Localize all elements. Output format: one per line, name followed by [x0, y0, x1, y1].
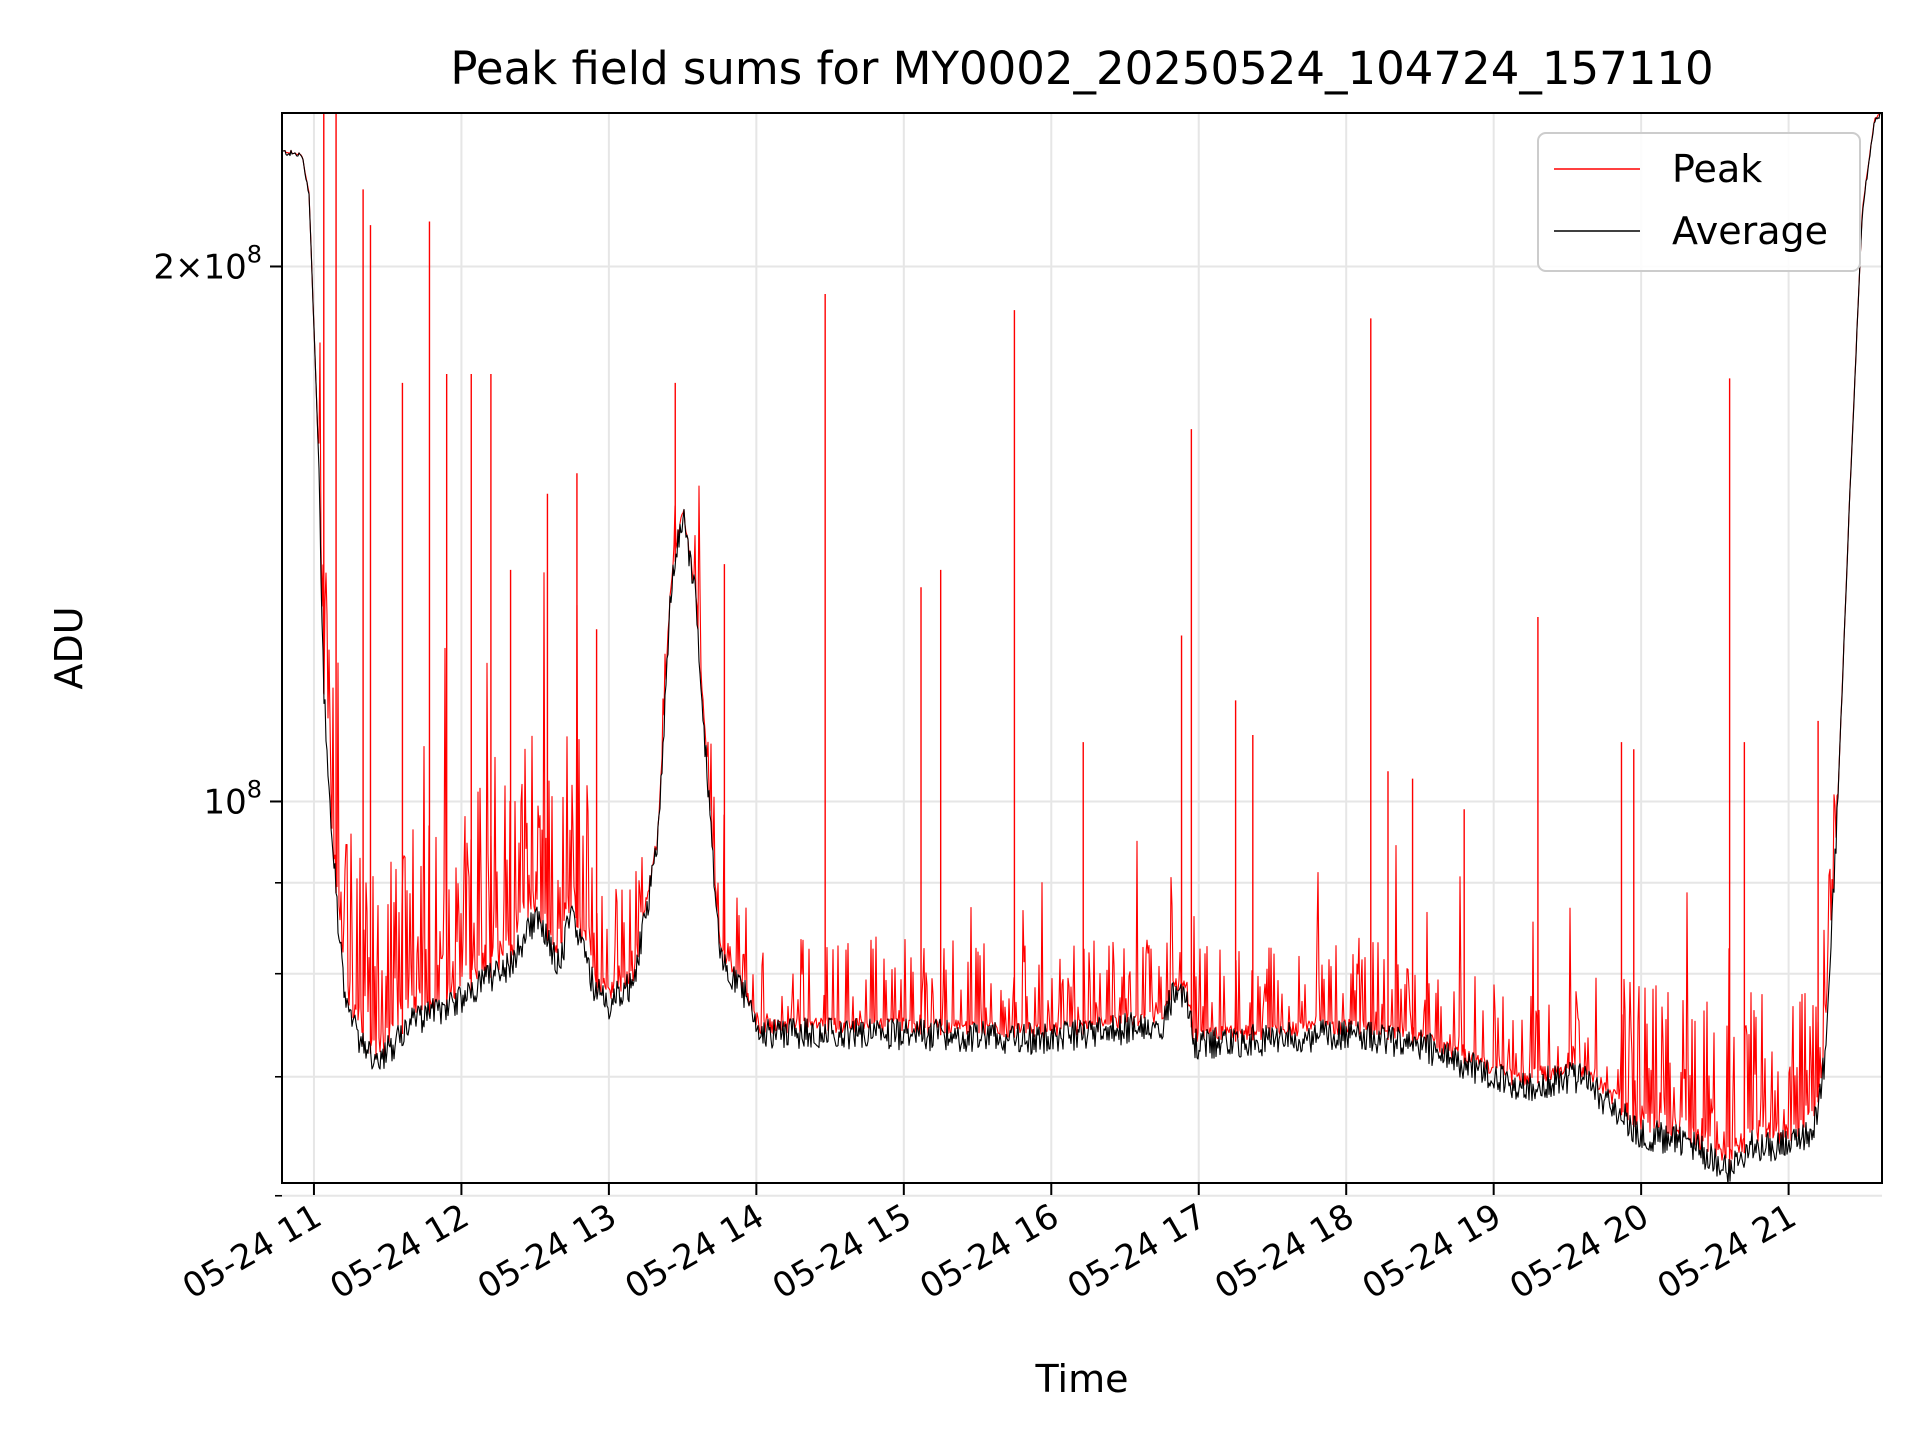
series-line-average	[282, 113, 1882, 1183]
y-tick-label: 108	[203, 775, 262, 822]
x-axis-label: Time	[1035, 1357, 1129, 1401]
series-line-peak	[282, 113, 1880, 1161]
y-axis-label: ADU	[47, 606, 91, 689]
legend-box	[1537, 132, 1861, 272]
chart-title: Peak field sums for MY0002_20250524_1047…	[450, 42, 1713, 95]
y-tick-label: 2×108	[153, 240, 262, 287]
legend-label-average: Average	[1672, 209, 1828, 253]
series-layer	[282, 113, 1882, 1183]
plot-frame	[281, 112, 1883, 1184]
legend-label-peak: Peak	[1672, 147, 1762, 191]
legend: Peak Average	[1537, 132, 1861, 272]
